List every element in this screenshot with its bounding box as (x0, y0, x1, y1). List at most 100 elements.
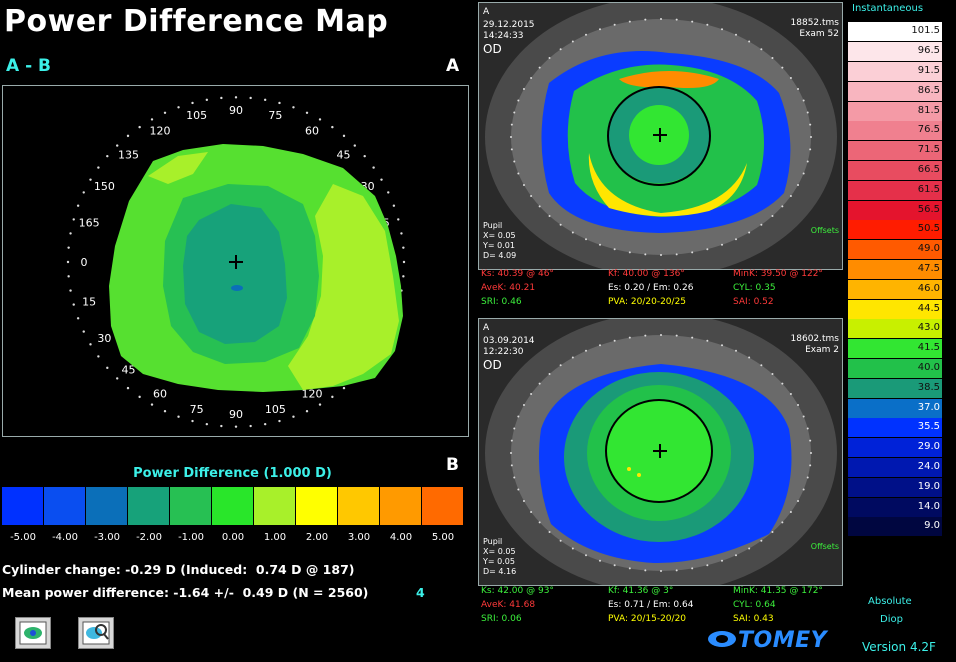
axis-dot (249, 96, 252, 100)
eye-date: 29.12.2015 (483, 20, 535, 30)
pupil-data: Pupil (483, 221, 502, 230)
axis-dot (76, 317, 80, 320)
scale-value: 71.5 (917, 144, 940, 156)
eye-date: 03.09.2014 (483, 336, 535, 346)
axis-dot (89, 178, 92, 181)
axis-dot (342, 386, 346, 390)
diff-scale-tick: 0.00 (221, 532, 245, 543)
pupil-data: X= 0.05 (483, 547, 516, 556)
axis-dot (89, 343, 92, 346)
diff-scale-swatch (212, 487, 254, 525)
axis-dot (263, 98, 267, 102)
scale-value: 14.0 (917, 500, 940, 512)
panel-a-letter: A (446, 56, 460, 76)
eye-side: OD (483, 358, 502, 372)
scale-value: 101.5 (911, 25, 940, 37)
axis-dot (97, 166, 100, 169)
eye-b-spot (637, 473, 641, 477)
axis-dot (220, 424, 223, 428)
eye-time: 12:22:30 (483, 347, 524, 357)
axis-dot (138, 395, 141, 399)
instantaneous-color-scale: 101.5 96.5 91.5 86.5 81.5 76.5 71.5 66.5 61.5 56.… (848, 22, 942, 537)
scale-value: 49.0 (917, 243, 940, 255)
axis-dot (138, 125, 141, 129)
eye-a-zone-orange (619, 71, 719, 88)
axis-dot (106, 154, 109, 158)
diff-scale-swatch (254, 487, 296, 525)
axis-label-top: 60 (305, 124, 319, 137)
scale-title: Instantaneous (852, 3, 924, 14)
scale-value: 81.5 (917, 104, 940, 116)
scale-swatch: 71.5 (848, 141, 942, 161)
scale-row: 40.0 (848, 358, 942, 379)
scale-value: 29.0 (917, 441, 940, 453)
axis-label-top: 75 (268, 109, 282, 122)
diff-scale-tick: 4.00 (389, 532, 413, 543)
axis-dot (402, 260, 406, 264)
axis-dot (292, 415, 295, 418)
scale-value: 44.5 (917, 302, 940, 314)
diff-scale-tick: -2.00 (136, 532, 162, 543)
axis-dot (67, 246, 70, 249)
axis-dot (106, 366, 109, 370)
map-tool-button-2[interactable] (78, 617, 114, 649)
pupil-data: D= 4.16 (483, 567, 516, 576)
eye-zoom-icon (82, 621, 110, 645)
difference-color-scale (2, 487, 464, 525)
scale-value: 91.5 (917, 64, 940, 76)
scale-row: 61.5 (848, 180, 942, 200)
difference-map-canvas: 9090757560604545303015150016516515015013… (66, 96, 406, 428)
axis-dot (392, 204, 396, 207)
index-value: MinK: 39.50 @ 122° (733, 269, 823, 279)
scale-swatch: 101.5 (848, 22, 942, 42)
diff-scale-swatch (338, 487, 380, 525)
scale-row: 37.0 (848, 398, 942, 418)
index-value: CYL: 0.35 (733, 283, 776, 293)
axis-dot (402, 246, 405, 249)
diff-scale-swatch (128, 487, 170, 525)
eye-map-a[interactable]: A 29.12.2015 14:24:33 OD 18852.tms Exam 52 Pup… (478, 2, 843, 270)
scale-row: 71.5 (848, 141, 942, 161)
axis-dot (163, 410, 167, 413)
axis-label-top: 120 (150, 124, 171, 137)
axis-dot (150, 118, 154, 121)
scale-row: 101.5 (848, 22, 942, 42)
scale-value: 47.5 (917, 262, 940, 274)
eye-a-row3: SRI: 0.46 PVA: 20/20-20/25 SAI: 0.52 (478, 297, 843, 309)
axis-dot (177, 106, 180, 109)
index-value: AveK: 40.21 (481, 283, 536, 293)
diff-scale-tick: -3.00 (94, 532, 120, 543)
absolute-label: Absolute (868, 596, 912, 607)
map-tool-button-1[interactable] (15, 617, 51, 649)
eye-file: 18852.tms (791, 18, 840, 28)
axis-dot (177, 415, 180, 418)
scale-value: 66.5 (917, 163, 940, 175)
axis-label-bottom: 75 (190, 403, 204, 416)
scale-value: 76.5 (917, 124, 940, 136)
axis-label-top: 165 (79, 217, 100, 230)
scale-swatch: 86.5 (848, 81, 942, 101)
diff-scale-swatch (44, 487, 86, 525)
axis-dot (191, 419, 194, 423)
axis-label-bottom: 90 (229, 408, 243, 421)
scale-swatch: 41.5 (848, 339, 942, 359)
scale-row: 50.5 (848, 220, 942, 240)
diff-zone-spot (231, 285, 243, 291)
axis-dot (249, 424, 252, 428)
axis-label-top: 90 (229, 104, 243, 117)
eye-b-row1: Ks: 42.00 @ 93° Kf: 41.36 @ 3° MinK: 41.35… (478, 586, 843, 598)
axis-dot (126, 134, 130, 138)
pupil-data: Y= 0.01 (482, 241, 515, 250)
version-label: Version 4.2F (862, 640, 936, 654)
scale-swatch: 29.0 (848, 438, 942, 458)
tomey-logo: TOMEY (706, 628, 827, 653)
scale-value: 46.0 (917, 282, 940, 294)
scale-row: 29.0 (848, 438, 942, 458)
diff-scale-swatch (296, 487, 338, 525)
axis-dot (263, 422, 267, 426)
eye-map-b[interactable]: A 03.09.2014 12:22:30 OD 18602.tms Exam 2 Pupi… (478, 318, 843, 586)
mean-index: 4 (416, 585, 425, 600)
power-difference-map[interactable]: 9090757560604545303015150016516515015013… (2, 85, 469, 437)
diff-scale-tick: -1.00 (178, 532, 204, 543)
